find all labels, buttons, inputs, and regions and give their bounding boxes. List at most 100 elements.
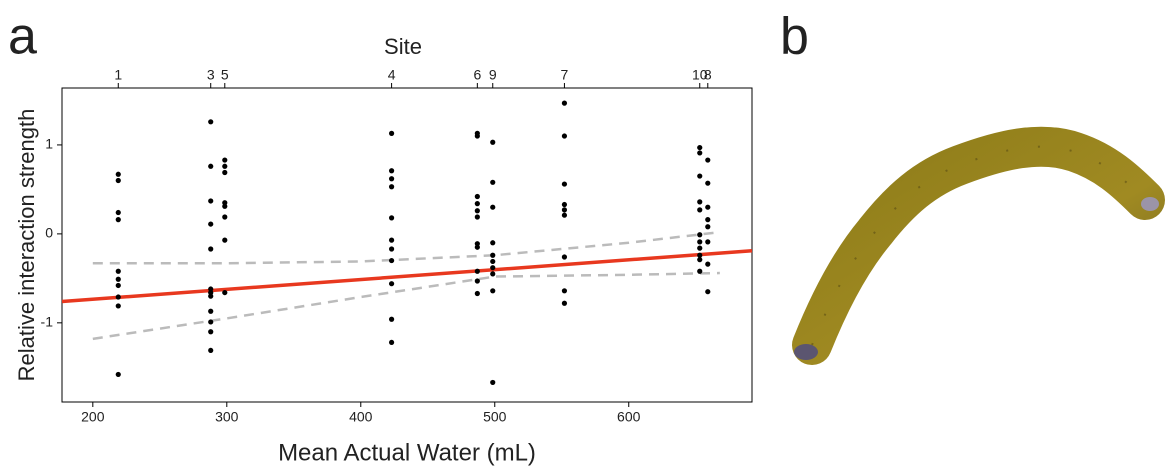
data-point xyxy=(115,217,121,223)
data-point xyxy=(388,246,395,252)
data-point xyxy=(705,239,711,245)
data-point xyxy=(561,254,568,260)
x2-tick-label: 7 xyxy=(561,67,569,83)
data-point xyxy=(388,215,395,221)
data-point xyxy=(115,171,121,177)
data-point xyxy=(474,278,480,284)
data-point xyxy=(208,246,214,252)
panel-label: b xyxy=(780,8,809,66)
data-point xyxy=(705,289,711,295)
data-point xyxy=(388,184,395,190)
data-point xyxy=(697,252,703,258)
confidence-band xyxy=(92,271,720,341)
data-point xyxy=(490,240,496,246)
data-point xyxy=(561,288,568,294)
data-point xyxy=(697,268,703,274)
data-point xyxy=(697,245,703,251)
data-point xyxy=(388,339,395,346)
data-point xyxy=(208,163,214,169)
y-tick-label: -1 xyxy=(41,314,54,330)
data-point xyxy=(705,204,711,210)
data-point xyxy=(490,204,496,210)
data-point xyxy=(697,173,703,179)
data-point xyxy=(208,308,214,314)
data-point xyxy=(115,303,121,309)
data-point xyxy=(115,282,121,289)
data-point xyxy=(208,119,214,125)
data-point xyxy=(208,286,214,292)
data-point xyxy=(490,139,496,145)
data-point xyxy=(561,207,568,213)
data-point xyxy=(115,209,121,216)
x-tick-label: 500 xyxy=(483,409,507,425)
data-point xyxy=(697,144,703,151)
data-point xyxy=(388,176,395,182)
plot-frame xyxy=(61,87,753,403)
data-point xyxy=(222,163,228,169)
y-axis-title: Relative interaction strength xyxy=(14,109,39,382)
data-point xyxy=(561,201,568,208)
data-point xyxy=(208,289,214,296)
data-point xyxy=(474,193,480,200)
data-point xyxy=(115,371,121,378)
data-point xyxy=(208,198,214,204)
data-point xyxy=(697,232,703,238)
x2-tick-label: 9 xyxy=(489,67,497,83)
larva-image xyxy=(792,126,1165,365)
data-point xyxy=(697,199,703,205)
x2-tick-label: 6 xyxy=(473,67,481,83)
data-point xyxy=(222,214,228,220)
data-point xyxy=(474,133,480,139)
data-point xyxy=(208,329,214,335)
x2-tick-label: 5 xyxy=(221,67,229,83)
confidence-band xyxy=(92,230,720,265)
data-point xyxy=(490,265,496,271)
data-point xyxy=(208,347,214,354)
data-point xyxy=(474,201,480,207)
x2-tick-label: 3 xyxy=(207,67,215,83)
x2-tick-label: 4 xyxy=(388,67,396,83)
x-tick-label: 600 xyxy=(617,409,641,425)
data-point xyxy=(474,241,480,247)
data-point xyxy=(490,179,496,185)
data-point xyxy=(561,181,568,187)
data-point xyxy=(208,319,214,325)
data-point xyxy=(705,157,711,163)
data-point xyxy=(222,237,228,243)
data-point xyxy=(115,294,121,300)
data-point xyxy=(222,200,228,206)
x-tick-label: 300 xyxy=(215,409,239,425)
data-point xyxy=(388,257,395,264)
data-point xyxy=(388,316,395,322)
data-point xyxy=(705,217,711,223)
data-point xyxy=(208,293,214,299)
data-point xyxy=(222,157,228,163)
data-point xyxy=(388,281,395,287)
data-point xyxy=(474,290,480,297)
data-point xyxy=(490,288,496,294)
regression-line xyxy=(61,249,753,304)
data-point xyxy=(115,177,121,184)
y-tick-label: 0 xyxy=(45,225,53,241)
data-point xyxy=(388,168,395,174)
data-point xyxy=(561,133,568,139)
x-tick-label: 200 xyxy=(81,409,105,425)
data-point xyxy=(208,221,214,227)
data-point xyxy=(474,214,480,220)
data-point xyxy=(474,268,480,274)
data-point xyxy=(474,244,480,250)
x2-tick-label: 8 xyxy=(704,67,712,83)
y-tick-label: 1 xyxy=(45,136,53,152)
data-point xyxy=(705,180,711,186)
data-point xyxy=(561,212,568,218)
data-point xyxy=(705,261,711,267)
data-point xyxy=(490,252,496,258)
data-point xyxy=(705,224,711,230)
data-point xyxy=(490,258,496,265)
data-point xyxy=(697,150,703,156)
data-point xyxy=(388,237,395,243)
data-point xyxy=(697,207,703,213)
data-point xyxy=(388,130,395,136)
x2-tick-label: 1 xyxy=(114,67,122,83)
